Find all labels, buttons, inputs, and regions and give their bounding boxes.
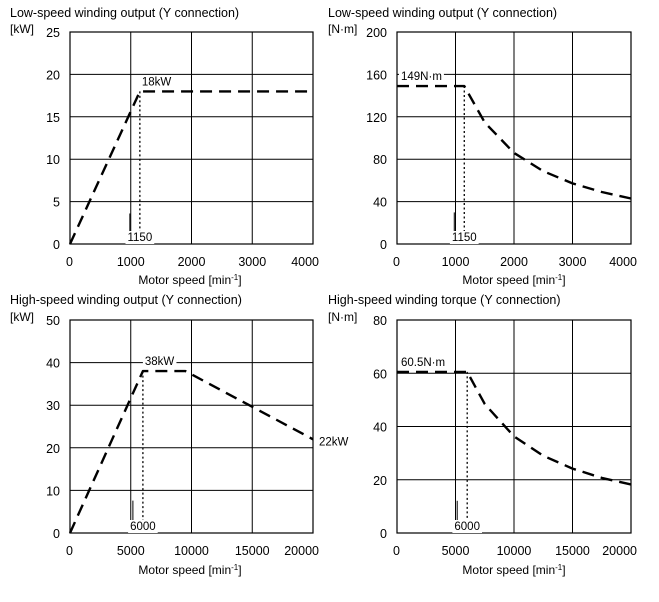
y-tick-label: 120 — [366, 111, 387, 125]
y-tick-label: 60 — [373, 367, 387, 381]
x-tick-label: 3000 — [238, 255, 266, 269]
annotation-bg — [142, 356, 177, 369]
chart-title: High-speed winding output (Y connection) — [10, 293, 242, 307]
x-axis-label: Motor speed [min-1] — [138, 563, 241, 578]
x-axis-label: Motor speed [min-1] — [462, 273, 565, 288]
chart-title: High-speed winding torque (Y connection) — [328, 293, 561, 307]
series-line — [68, 369, 314, 534]
x-tick-label: 15000 — [555, 544, 590, 558]
plot-frame — [69, 31, 314, 245]
y-tick-label: 10 — [46, 484, 60, 498]
annotation-label: 22kW — [319, 436, 349, 448]
annotation-bg — [139, 76, 174, 89]
marker-label-bg — [128, 520, 158, 533]
y-axis-unit: [kW] — [10, 22, 34, 36]
y-tick-label: 200 — [366, 26, 387, 40]
plot-frame — [396, 31, 632, 245]
chart-svg: Low-speed winding output (Y connection) … — [10, 6, 319, 288]
marker-label: 1150 — [127, 232, 152, 244]
marker-label-bg — [125, 231, 155, 244]
x-axis-label: Motor speed [min-1] — [462, 563, 565, 578]
x-tick-label: 0 — [66, 255, 73, 269]
y-tick-label: 20 — [46, 68, 60, 82]
annotation-bg — [399, 71, 444, 84]
annotation-label: 38kW — [145, 356, 175, 368]
y-tick-label: 160 — [366, 68, 387, 82]
x-axis-label: Motor speed [min-1] — [138, 273, 241, 288]
x-tick-label: 1000 — [117, 255, 145, 269]
x-tick-label: 3000 — [559, 255, 587, 269]
annotation-label: 60.5N·m — [401, 357, 445, 369]
marker-label-bg — [449, 231, 479, 244]
y-axis-unit: [N·m] — [328, 310, 357, 324]
chart-title: Low-speed winding output (Y connection) — [10, 6, 239, 20]
x-tick-label: 0 — [66, 544, 73, 558]
plot-frame — [396, 319, 632, 534]
marker-label-bg — [452, 520, 482, 533]
y-tick-label: 40 — [373, 421, 387, 435]
x-tick-label: 20000 — [602, 544, 637, 558]
chart-svg: High-speed winding output (Y connection)… — [10, 293, 349, 578]
y-axis-unit: [N·m] — [328, 22, 357, 36]
y-tick-label: 25 — [46, 26, 60, 40]
y-tick-label: 0 — [380, 527, 387, 541]
y-tick-label: 50 — [46, 314, 60, 328]
y-tick-label: 40 — [373, 196, 387, 210]
x-tick-label: 15000 — [235, 544, 270, 558]
x-tick-label: 0 — [393, 544, 400, 558]
marker-label: 1150 — [452, 232, 477, 244]
annotation-label: 18kW — [142, 76, 172, 88]
chart-svg: High-speed winding torque (Y connection)… — [328, 293, 637, 578]
x-tick-label: 5000 — [117, 544, 145, 558]
series-line — [397, 370, 632, 486]
y-tick-label: 0 — [380, 238, 387, 252]
x-tick-label: 10000 — [174, 544, 209, 558]
annotation-label: 149N·m — [401, 71, 442, 83]
y-tick-label: 80 — [373, 153, 387, 167]
chart-high-speed-torque: High-speed winding torque (Y connection)… — [327, 290, 659, 602]
x-tick-label: 5000 — [442, 544, 470, 558]
x-tick-label: 4000 — [609, 255, 637, 269]
plot-frame — [69, 319, 314, 534]
x-tick-label: 2000 — [500, 255, 528, 269]
chart-low-speed-torque: Low-speed winding output (Y connection) … — [327, 0, 659, 300]
y-tick-label: 40 — [46, 357, 60, 371]
x-tick-label: 1000 — [442, 255, 470, 269]
y-tick-label: 0 — [53, 238, 60, 252]
y-tick-label: 80 — [373, 314, 387, 328]
y-tick-label: 20 — [373, 474, 387, 488]
y-tick-label: 15 — [46, 111, 60, 125]
chart-svg: Low-speed winding output (Y connection) … — [328, 6, 637, 288]
marker-label: 6000 — [454, 521, 480, 533]
chart-high-speed-output: High-speed winding output (Y connection)… — [0, 290, 349, 602]
marker-label: 6000 — [130, 521, 156, 533]
chart-title: Low-speed winding output (Y connection) — [328, 6, 557, 20]
x-tick-label: 0 — [393, 255, 400, 269]
x-tick-label: 2000 — [178, 255, 206, 269]
y-tick-label: 0 — [53, 527, 60, 541]
y-tick-label: 5 — [53, 196, 60, 210]
x-tick-label: 4000 — [291, 255, 319, 269]
x-tick-label: 10000 — [497, 544, 532, 558]
chart-low-speed-output: Low-speed winding output (Y connection) … — [0, 0, 330, 300]
y-tick-label: 20 — [46, 442, 60, 456]
y-tick-label: 30 — [46, 399, 60, 413]
y-tick-label: 10 — [46, 153, 60, 167]
annotation-bg — [399, 356, 448, 369]
x-tick-label: 20000 — [284, 544, 319, 558]
y-axis-unit: [kW] — [10, 310, 34, 324]
